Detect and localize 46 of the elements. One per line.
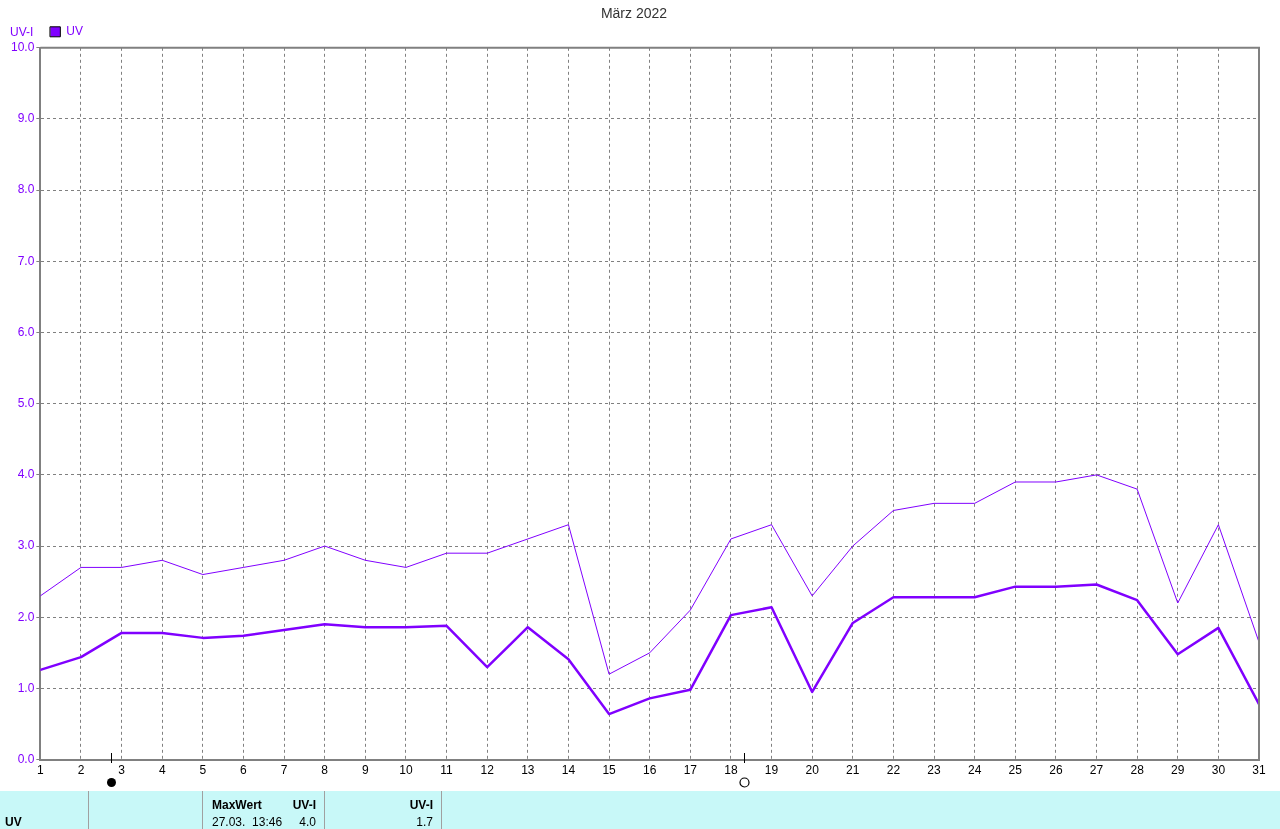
x-tick-label: 22 [886,763,901,778]
x-tick-label: 13 [521,763,535,778]
x-tick-label: 27 [1089,763,1104,778]
x-tick-label: 23 [927,763,942,778]
x-tick-label: 1 [37,763,45,778]
chart-title: März 2022 [600,5,668,22]
x-tick-label: 25 [1008,763,1023,778]
y-tick-label: 4.0 [17,467,35,482]
x-tick-label: 28 [1130,763,1145,778]
x-tick-label: 12 [480,763,495,778]
x-tick-label: 2 [77,763,85,778]
stats-table: UV MaxWert UV-I 27.03. 13:46 4.0 UV-I 1.7 [0,791,1280,829]
x-tick-label: 3 [118,763,126,778]
x-tick-label: 29 [1171,763,1185,778]
x-tick-label: 15 [602,763,617,778]
x-tick-label: 6 [240,763,248,778]
x-tick-label: 31 [1252,763,1266,778]
x-tick-label: 11 [440,763,454,778]
y-tick-label: 0.0 [17,751,35,766]
x-tick-label: 5 [199,763,207,778]
x-tick-label: 16 [643,763,657,778]
y-tick-label: 3.0 [17,538,35,553]
x-tick-label: 26 [1049,763,1063,778]
y-tick-label: 8.0 [17,182,35,197]
x-tick-label: 18 [724,763,738,778]
legend-label: UV [66,24,84,39]
y-tick-label: 6.0 [17,324,35,339]
x-tick-label: 30 [1211,763,1226,778]
x-tick-label: 24 [967,763,982,778]
x-tick-label: 9 [361,763,369,778]
y-axis-title: UV-I [10,25,34,40]
x-tick-label: 7 [280,763,288,778]
x-tick-label: 10 [399,763,413,778]
x-tick-label: 8 [321,763,329,778]
x-tick-label: 21 [846,763,860,778]
y-tick-label: 7.0 [17,253,35,268]
x-tick-label: 17 [683,763,698,778]
x-tick-label: 14 [561,763,576,778]
y-tick-label: 1.0 [17,680,35,695]
y-tick-label: 9.0 [17,111,35,126]
y-tick-label: 2.0 [17,609,35,624]
x-tick-label: 19 [764,763,779,778]
y-tick-label: 5.0 [17,396,35,411]
x-tick-label: 4 [158,763,166,778]
y-tick-label: 10.0 [11,40,35,55]
x-tick-label: 20 [805,763,820,778]
